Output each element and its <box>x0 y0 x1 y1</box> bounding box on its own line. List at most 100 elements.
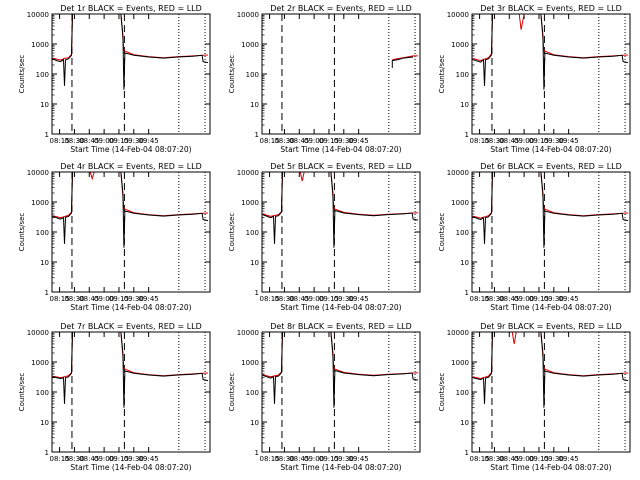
x-tick-label: 09:15 <box>319 295 339 303</box>
x-axis-label: Start Time (14-Feb-04 08:07:20) <box>280 145 401 154</box>
y-tick-label: 100 <box>36 229 49 237</box>
x-tick-label: 08:30 <box>64 137 84 145</box>
y-tick-label: 100 <box>456 71 469 79</box>
y-tick-label: 100 <box>36 71 49 79</box>
panel-det-7: Det 7r BLACK = Events, RED = LLD 1 10 100 10… <box>18 322 211 472</box>
y-axis-label: Counts/sec <box>438 55 446 94</box>
x-tick-label: 08:45 <box>499 295 519 303</box>
x-tick-label: 08:30 <box>484 295 504 303</box>
y-tick-label: 100 <box>456 229 469 237</box>
series-black <box>262 331 419 408</box>
plot-frame <box>471 171 631 293</box>
x-tick-label: 09:45 <box>559 455 579 463</box>
x-axis-label: Start Time (14-Feb-04 08:07:20) <box>280 303 401 312</box>
x-axis-label: Start Time (14-Feb-04 08:07:20) <box>70 303 191 312</box>
x-tick-label: 09:15 <box>529 137 549 145</box>
y-tick-label: 1000 <box>31 41 49 49</box>
y-tick-label: 100 <box>456 389 469 397</box>
y-tick-label: 1000 <box>31 199 49 207</box>
x-axis-label: Start Time (14-Feb-04 08:07:20) <box>490 463 611 472</box>
panel-title: Det 2r BLACK = Events, RED = LLD <box>270 4 412 13</box>
y-tick-label: 10000 <box>237 329 259 337</box>
y-tick-label: 10000 <box>27 11 49 19</box>
x-tick-label: 08:15 <box>49 295 69 303</box>
panel-title: Det 4r BLACK = Events, RED = LLD <box>60 162 202 171</box>
y-tick-label: 10000 <box>447 169 469 177</box>
plot-frame <box>51 331 211 453</box>
x-tick-label: 08:15 <box>259 295 279 303</box>
y-tick-label: 10 <box>40 101 49 109</box>
y-tick-label: 10000 <box>447 11 469 19</box>
x-tick-label: 08:15 <box>49 455 69 463</box>
series-black <box>52 13 209 90</box>
y-axis-label: Counts/sec <box>228 55 236 94</box>
panel-title: Det 1r BLACK = Events, RED = LLD <box>60 4 202 13</box>
y-tick-label: 100 <box>36 389 49 397</box>
y-axis-label: Counts/sec <box>438 373 446 412</box>
panel-det-6: Det 6r BLACK = Events, RED = LLD 1 10 100 10… <box>438 162 631 312</box>
y-tick-label: 1 <box>465 449 469 457</box>
x-tick-label: 08:45 <box>289 137 309 145</box>
y-tick-label: 100 <box>246 229 259 237</box>
y-tick-label: 100 <box>246 389 259 397</box>
y-tick-label: 10 <box>250 101 259 109</box>
x-tick-label: 09:30 <box>544 295 564 303</box>
panel-title: Det 7r BLACK = Events, RED = LLD <box>60 322 202 331</box>
series-red <box>472 331 629 380</box>
x-tick-label: 09:45 <box>349 455 369 463</box>
series-red <box>52 13 209 61</box>
y-tick-label: 1 <box>465 131 469 139</box>
x-tick-label: 08:15 <box>259 455 279 463</box>
x-tick-label: 08:45 <box>499 455 519 463</box>
y-tick-label: 1000 <box>241 41 259 49</box>
x-tick-label: 08:30 <box>274 455 294 463</box>
plot-frame <box>261 331 421 453</box>
x-tick-label: 09:30 <box>334 455 354 463</box>
x-tick-label: 09:00 <box>94 455 114 463</box>
plot-frame <box>471 13 631 135</box>
panel-det-2: Det 2r BLACK = Events, RED = LLD 1 10 100 10… <box>228 4 421 154</box>
x-tick-label: 08:15 <box>49 137 69 145</box>
y-tick-label: 10 <box>460 101 469 109</box>
x-tick-label: 08:15 <box>469 295 489 303</box>
x-tick-label: 09:30 <box>124 455 144 463</box>
y-tick-label: 1000 <box>451 41 469 49</box>
y-axis-label: Counts/sec <box>18 213 26 252</box>
panel-title: Det 3r BLACK = Events, RED = LLD <box>480 4 622 13</box>
y-tick-label: 10 <box>460 419 469 427</box>
x-axis-label: Start Time (14-Feb-04 08:07:20) <box>280 463 401 472</box>
x-tick-label: 08:45 <box>79 455 99 463</box>
series-black <box>472 331 629 408</box>
y-tick-label: 1000 <box>241 359 259 367</box>
y-tick-label: 10 <box>250 419 259 427</box>
x-tick-label: 09:45 <box>139 137 159 145</box>
y-axis-label: Counts/sec <box>228 213 236 252</box>
x-tick-label: 08:15 <box>469 455 489 463</box>
plot-frame <box>471 331 631 453</box>
y-tick-label: 1000 <box>451 199 469 207</box>
series-red <box>262 331 419 378</box>
x-tick-label: 09:15 <box>529 455 549 463</box>
panel-det-9: Det 9r BLACK = Events, RED = LLD 1 10 100 10… <box>438 322 631 472</box>
panel-det-3: Det 3r BLACK = Events, RED = LLD 1 10 100 10… <box>438 4 631 154</box>
panel-title: Det 6r BLACK = Events, RED = LLD <box>480 162 622 171</box>
y-axis-label: Counts/sec <box>228 373 236 412</box>
y-tick-label: 1 <box>255 449 259 457</box>
y-tick-label: 10 <box>250 259 259 267</box>
x-tick-label: 09:30 <box>334 295 354 303</box>
series-black <box>472 13 629 90</box>
x-tick-label: 09:45 <box>349 137 369 145</box>
x-tick-label: 08:45 <box>79 295 99 303</box>
x-tick-label: 08:45 <box>289 295 309 303</box>
x-tick-label: 09:00 <box>514 137 534 145</box>
x-tick-label: 09:15 <box>319 137 339 145</box>
y-tick-label: 1 <box>255 131 259 139</box>
x-tick-label: 08:45 <box>79 137 99 145</box>
x-tick-label: 09:45 <box>139 295 159 303</box>
x-tick-label: 09:00 <box>304 455 324 463</box>
y-tick-label: 1 <box>255 289 259 297</box>
series-black <box>472 171 629 248</box>
y-tick-label: 1 <box>45 131 49 139</box>
series-red <box>52 171 209 219</box>
x-tick-label: 08:30 <box>274 295 294 303</box>
